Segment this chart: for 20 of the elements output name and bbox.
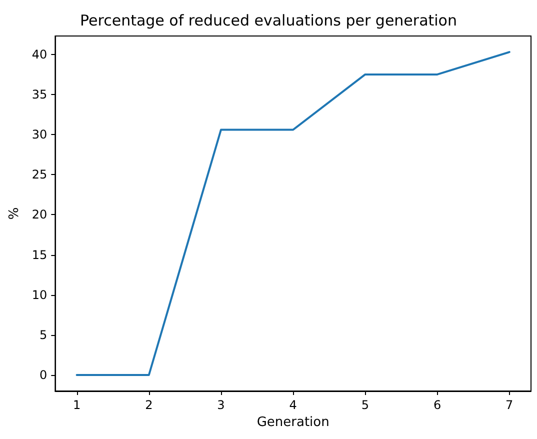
x-tick-label: 6 bbox=[433, 398, 442, 412]
y-tick-label: 25 bbox=[32, 168, 48, 182]
line-series bbox=[76, 51, 510, 376]
x-tick-label: 2 bbox=[145, 398, 153, 412]
y-tick-label: 0 bbox=[40, 368, 48, 382]
y-tick-label: 30 bbox=[32, 128, 48, 142]
x-axis-title: Generation bbox=[256, 414, 330, 430]
x-tick-label: 4 bbox=[289, 398, 297, 412]
x-tick-label: 5 bbox=[361, 398, 369, 412]
y-tick-label: 35 bbox=[32, 88, 48, 102]
y-tick-label: 40 bbox=[32, 47, 48, 62]
chart-title: Percentage of reduced evaluations per generation bbox=[80, 12, 457, 30]
y-tick-label: 15 bbox=[32, 248, 48, 262]
x-tick-label: 3 bbox=[217, 398, 225, 412]
y-tick-label: 10 bbox=[32, 288, 48, 302]
y-tick-label: 20 bbox=[32, 208, 48, 222]
y-tick-label: 5 bbox=[40, 328, 48, 342]
y-axis-title: % bbox=[7, 207, 22, 220]
x-tick-label: 1 bbox=[72, 398, 81, 412]
x-tick-label: 7 bbox=[506, 398, 514, 412]
